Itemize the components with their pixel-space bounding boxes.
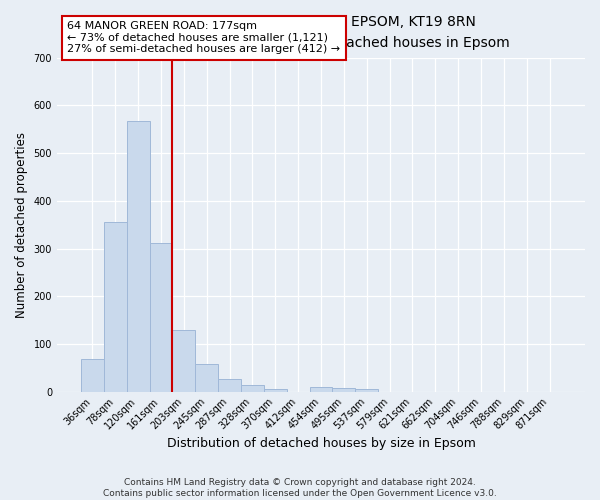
Title: 64, MANOR GREEN ROAD, EPSOM, KT19 8RN
Size of property relative to detached hous: 64, MANOR GREEN ROAD, EPSOM, KT19 8RN Si… [133,15,509,50]
Bar [355,390,378,392]
Text: Contains HM Land Registry data © Crown copyright and database right 2024.
Contai: Contains HM Land Registry data © Crown c… [103,478,497,498]
Bar [172,330,195,392]
Bar [81,359,104,392]
Bar [264,389,287,392]
Bar [310,387,332,392]
X-axis label: Distribution of detached houses by size in Epsom: Distribution of detached houses by size … [167,437,475,450]
Bar [218,379,241,392]
Bar [104,222,127,392]
Bar [332,388,355,392]
Bar [195,364,218,392]
Bar [127,120,149,392]
Text: 64 MANOR GREEN ROAD: 177sqm
← 73% of detached houses are smaller (1,121)
27% of : 64 MANOR GREEN ROAD: 177sqm ← 73% of det… [67,21,341,54]
Bar [149,243,172,392]
Bar [241,384,264,392]
Y-axis label: Number of detached properties: Number of detached properties [15,132,28,318]
